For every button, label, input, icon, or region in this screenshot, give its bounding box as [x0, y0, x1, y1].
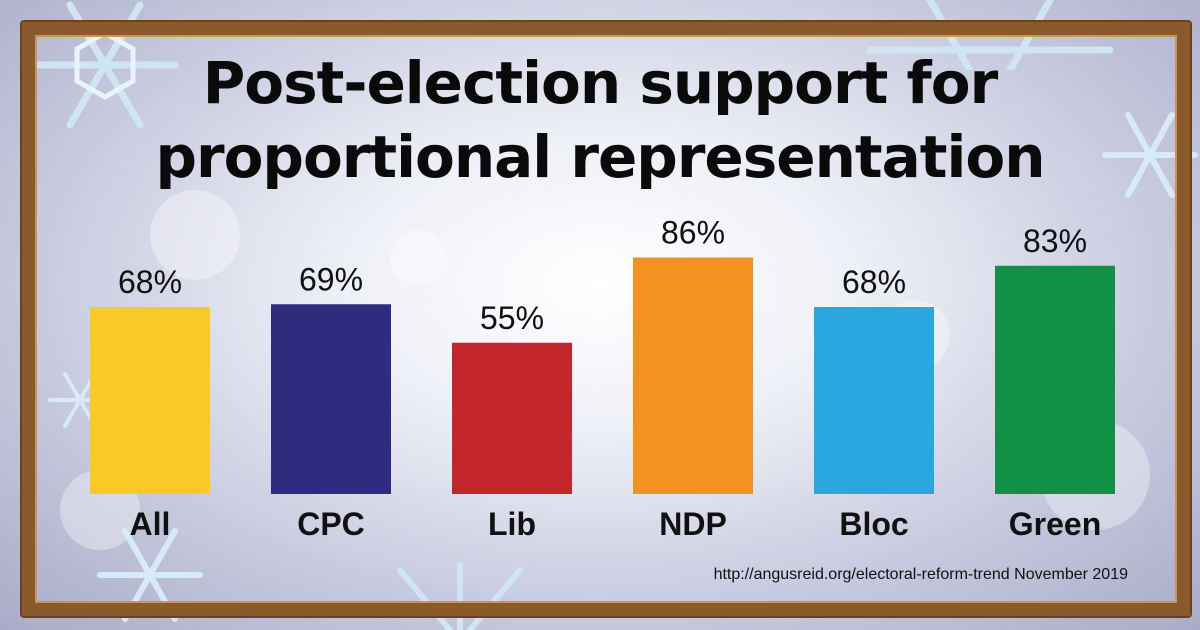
chart-title-line-2: proportional representation — [155, 123, 1045, 191]
background-bokeh — [390, 230, 445, 285]
bar-cpc — [271, 304, 391, 494]
source-citation: http://angusreid.org/electoral-reform-tr… — [713, 566, 1128, 583]
category-label-ndp: NDP — [659, 506, 727, 542]
snowflake-icon — [866, 0, 1114, 70]
value-label-cpc: 69% — [299, 261, 363, 297]
chart-title-line-1: Post-election support for — [202, 49, 998, 117]
category-label-cpc: CPC — [297, 506, 365, 542]
value-label-green: 83% — [1023, 223, 1087, 259]
bar-all — [90, 307, 210, 494]
category-label-green: Green — [1009, 506, 1101, 542]
bar-green — [995, 265, 1115, 494]
background-bokeh — [150, 190, 240, 280]
category-label-lib: Lib — [488, 506, 536, 542]
bar-lib — [452, 342, 572, 494]
value-label-all: 68% — [118, 264, 182, 300]
bar-ndp — [633, 257, 753, 494]
snowflake-icon — [397, 562, 523, 630]
value-label-bloc: 68% — [842, 264, 906, 300]
category-label-all: All — [130, 506, 171, 542]
value-label-ndp: 86% — [661, 215, 725, 251]
value-label-lib: 55% — [480, 300, 544, 336]
bar-bloc — [814, 307, 934, 494]
category-label-bloc: Bloc — [839, 506, 908, 542]
wooden-frame — [22, 22, 1190, 616]
